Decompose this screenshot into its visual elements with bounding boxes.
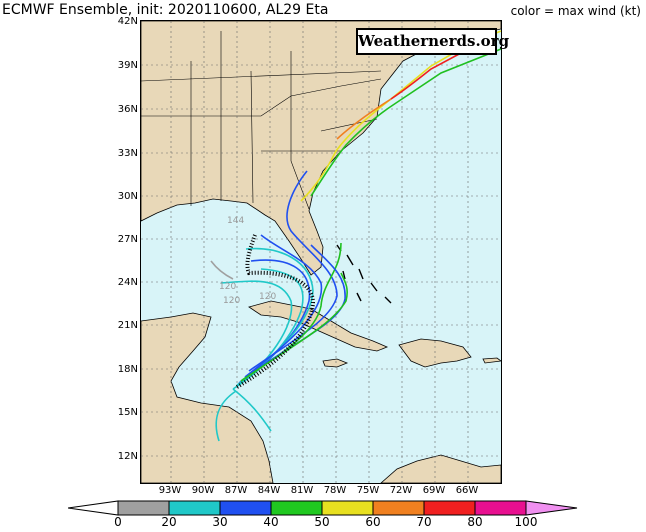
colorbar-swatch-2 — [219, 500, 272, 516]
land-bahamas — [336, 244, 392, 304]
lat-label-24n: 24N — [117, 277, 138, 288]
land-jamaica — [322, 358, 349, 368]
land-puerto-rico — [482, 357, 501, 364]
colorbar-swatch-4 — [321, 500, 374, 516]
colorbar-tick-30: 30 — [212, 515, 228, 529]
track-annotation-120-b: 120 — [223, 296, 240, 306]
colorbar-tick-40: 40 — [263, 515, 279, 529]
lon-label-87w: 87W — [224, 485, 248, 496]
lat-label-36n: 36N — [117, 104, 138, 115]
colorbar-tick-0: 0 — [114, 515, 122, 529]
lon-label-90w: 90W — [191, 485, 215, 496]
land-mexico-central-america — [141, 312, 274, 483]
track-member-15 — [390, 52, 462, 100]
ensemble-mean-track — [235, 234, 316, 389]
watermark-logo: Weathernerds.org — [356, 28, 509, 55]
lon-label-78w: 78W — [323, 485, 347, 496]
track-member-10 — [232, 388, 272, 432]
chart-title: ECMWF Ensemble, init: 2020110600, AL29 E… — [2, 2, 329, 18]
track-member-14 — [336, 98, 392, 140]
color-legend-note: color = max wind (kt) — [510, 4, 641, 18]
lat-label-12n: 12N — [117, 451, 138, 462]
colorbar — [68, 500, 578, 516]
colorbar-tick-80: 80 — [467, 515, 483, 529]
track-member-16 — [210, 260, 234, 280]
track-member-5 — [244, 234, 323, 378]
lat-label-27n: 27N — [117, 234, 138, 245]
lat-label-21n: 21N — [117, 320, 138, 331]
track-member-9 — [215, 390, 237, 442]
lat-label-15n: 15N — [117, 407, 138, 418]
map-panel: 144 120 120 120 — [140, 20, 502, 484]
track-annotation-120-a: 120 — [219, 282, 236, 292]
colorbar-tick-70: 70 — [416, 515, 432, 529]
track-member-13 — [310, 48, 501, 197]
lon-label-84w: 84W — [257, 485, 281, 496]
lon-label-72w: 72W — [389, 485, 413, 496]
lon-label-75w: 75W — [356, 485, 380, 496]
land-south-america — [380, 454, 501, 483]
colorbar-tick-100: 100 — [514, 515, 538, 529]
colorbar-tick-50: 50 — [314, 515, 330, 529]
colorbar-left-arrow — [68, 500, 119, 516]
lon-label-93w: 93W — [158, 485, 182, 496]
lat-label-30n: 30N — [117, 191, 138, 202]
colorbar-swatch-6 — [423, 500, 476, 516]
lon-label-81w: 81W — [290, 485, 314, 496]
lon-label-69w: 69W — [422, 485, 446, 496]
lat-label-42n: 42N — [117, 16, 138, 27]
lat-label-39n: 39N — [117, 60, 138, 71]
track-annotation-144: 144 — [227, 216, 244, 226]
colorbar-swatch-0 — [117, 500, 170, 516]
lat-label-33n: 33N — [117, 148, 138, 159]
colorbar-swatch-3 — [270, 500, 323, 516]
land-us-mainland — [141, 21, 501, 276]
colorbar-tick-60: 60 — [365, 515, 381, 529]
lon-label-66w: 66W — [455, 485, 479, 496]
lat-label-18n: 18N — [117, 364, 138, 375]
colorbar-right-arrow — [525, 500, 578, 516]
map-grid — [141, 21, 501, 483]
map-canvas: 144 120 120 120 — [141, 21, 501, 483]
state-borders — [141, 31, 382, 210]
track-member-1 — [232, 268, 304, 390]
track-member-11 — [240, 272, 348, 382]
track-member-6 — [248, 170, 338, 372]
track-annotation-120-c: 120 — [259, 292, 276, 302]
colorbar-swatch-5 — [372, 500, 425, 516]
land-cuba — [248, 300, 389, 352]
colorbar-tick-20: 20 — [161, 515, 177, 529]
colorbar-swatch-1 — [168, 500, 221, 516]
colorbar-swatch-7 — [474, 500, 527, 516]
